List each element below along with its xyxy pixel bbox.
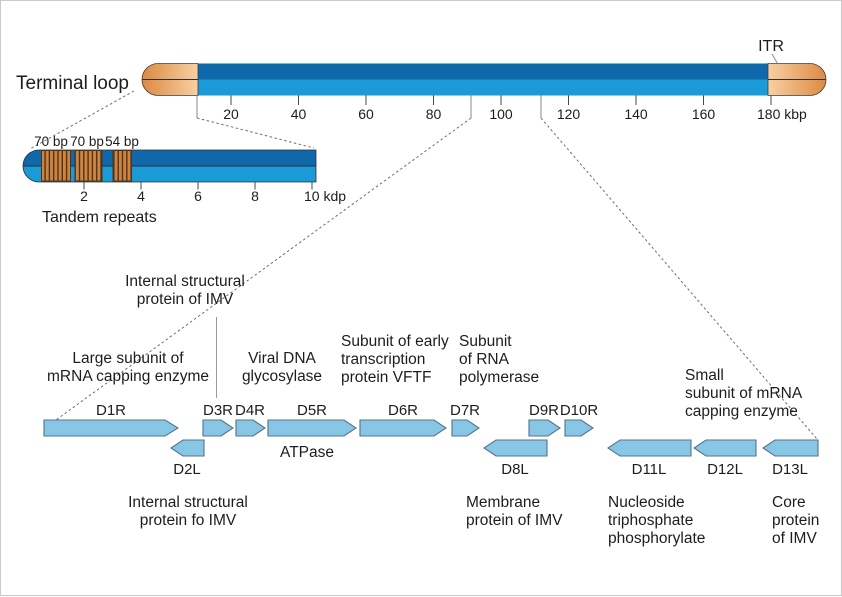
gene-arrow-d10r — [564, 419, 594, 437]
kdp-scale-label: 8 — [251, 188, 259, 204]
zoom-connector-line — [196, 117, 315, 149]
gene-arrow-d7r — [451, 419, 480, 437]
gene-arrow-d1r — [43, 419, 180, 437]
annotation-membrane: Membrane — [466, 494, 540, 511]
kdp-scale-label: 2 — [80, 188, 88, 204]
annotation-viral-dna: Viral DNA — [248, 350, 316, 367]
gene-arrow-d9r — [528, 419, 561, 437]
gene-arrow-d8l — [483, 439, 548, 457]
gene-arrow-d12l — [693, 439, 757, 457]
annotation-nucleoside: Nucleoside — [608, 494, 685, 511]
repeat-size-label: 70 bp — [34, 134, 68, 149]
genome-bar — [141, 63, 827, 96]
kdp-scale-end-label: 10 kdp — [304, 188, 346, 204]
zoom-connector-line — [55, 117, 472, 421]
annotation-viral-dna: glycosylase — [242, 368, 322, 385]
kbp-scale-label: 140 — [624, 106, 648, 122]
gene-arrow-d5r — [267, 419, 357, 437]
annotation-core: Core — [772, 494, 806, 511]
annotation-rna-polymerase: of RNA — [459, 351, 510, 368]
gene-label-d4r: D4R — [235, 402, 265, 419]
annotation-atpase: ATPase — [280, 444, 334, 461]
kdp-scale-label: 6 — [194, 188, 202, 204]
annotation-early-transcription: transcription — [341, 351, 425, 368]
annotation-large-subunit: mRNA capping enzyme — [47, 368, 209, 385]
kbp-scale-label: 60 — [358, 106, 374, 122]
repeat-size-label: 54 bp — [105, 134, 139, 149]
annotation-early-transcription: protein VFTF — [341, 369, 431, 386]
gene-labels: D1R D3R D4R D5R D6R D7R D9R D10R D2L D8L… — [96, 402, 808, 478]
annotation-early-transcription: Subunit of early — [341, 333, 449, 350]
genome-bar-top-strand — [198, 63, 768, 80]
gene-label-d11l: D11L — [632, 461, 667, 478]
tandem-repeat-block-54bp — [112, 150, 132, 182]
gene-label-d1r: D1R — [96, 402, 126, 419]
genome-bar-bottom-strand — [198, 79, 768, 96]
gene-arrow-d4r — [235, 419, 266, 437]
kbp-scale-label: 80 — [426, 106, 442, 122]
zoom-connectors — [29, 90, 818, 440]
gene-arrow-d3r — [202, 419, 234, 437]
tandem-repeats-bar: 70 bp 70 bp 54 bp 2 4 6 8 10 kdp Tandem … — [22, 134, 346, 226]
kbp-scale-label: 20 — [223, 106, 239, 122]
annotation-core: of IMV — [772, 530, 817, 547]
annotation-internal-structural-bottom: Internal structural — [128, 494, 248, 511]
annotation-small-subunit: capping enzyme — [685, 403, 798, 420]
gene-label-d6r: D6R — [388, 402, 418, 419]
gene-label-d8l: D8L — [501, 461, 529, 478]
gene-label-d10r: D10R — [560, 402, 599, 419]
kbp-scale-end-label: 180 kbp — [757, 106, 807, 122]
tandem-repeats-caption: Tandem repeats — [42, 209, 157, 226]
annotation-nucleoside: triphosphate — [608, 512, 693, 529]
kbp-scale-label: 40 — [291, 106, 307, 122]
itr-label: ITR — [758, 38, 784, 55]
annotation-small-subunit: Small — [685, 367, 724, 384]
gene-label-d3r: D3R — [203, 402, 233, 419]
gene-arrow-d11l — [607, 439, 692, 457]
itr-pointer-line — [771, 53, 778, 64]
annotation-small-subunit: subunit of mRNA — [685, 385, 803, 402]
gene-arrow-d13l — [762, 439, 819, 457]
gene-label-d7r: D7R — [450, 402, 480, 419]
gene-label-d2l: D2L — [173, 461, 201, 478]
annotation-rna-polymerase: Subunit — [459, 333, 512, 350]
tandem-repeat-block-70bp-2 — [74, 150, 103, 182]
kdp-scale-label: 4 — [137, 188, 145, 204]
annotation-core: protein — [772, 512, 819, 529]
annotation-nucleoside: phosphorylate — [608, 530, 705, 547]
annotation-internal-structural-top: Internal structural — [125, 273, 245, 290]
terminal-loop-label: Terminal loop — [16, 73, 129, 94]
gene-arrows — [43, 419, 819, 457]
gene-label-d5r: D5R — [297, 402, 327, 419]
gene-annotations-lower: ATPase Internal structural protein fo IM… — [128, 444, 819, 547]
gene-arrow-d2l — [170, 439, 205, 457]
annotation-rna-polymerase: polymerase — [459, 369, 539, 386]
gene-label-d9r: D9R — [529, 402, 559, 419]
kbp-scale-label: 100 — [489, 106, 513, 122]
tandem-repeat-block-70bp-1 — [41, 150, 71, 182]
gene-arrow-d6r — [359, 419, 447, 437]
gene-label-d13l: D13L — [772, 461, 808, 478]
repeat-size-label: 70 bp — [70, 134, 104, 149]
kbp-scale-label: 120 — [557, 106, 581, 122]
tandem-bar-outline — [22, 149, 317, 183]
annotation-large-subunit: Large subunit of — [72, 350, 184, 367]
gene-annotations-upper: Internal structural protein of IMV Large… — [47, 273, 803, 420]
annotation-internal-structural-top: protein of IMV — [137, 291, 234, 308]
kbp-scale: 20 40 60 80 100 120 140 160 180 kbp — [223, 95, 807, 122]
gene-label-d12l: D12L — [707, 461, 743, 478]
annotation-internal-structural-bottom: protein fo IMV — [140, 512, 237, 529]
annotation-membrane: protein of IMV — [466, 512, 563, 529]
zoom-connector-line — [540, 117, 818, 440]
kbp-scale-label: 160 — [692, 106, 716, 122]
